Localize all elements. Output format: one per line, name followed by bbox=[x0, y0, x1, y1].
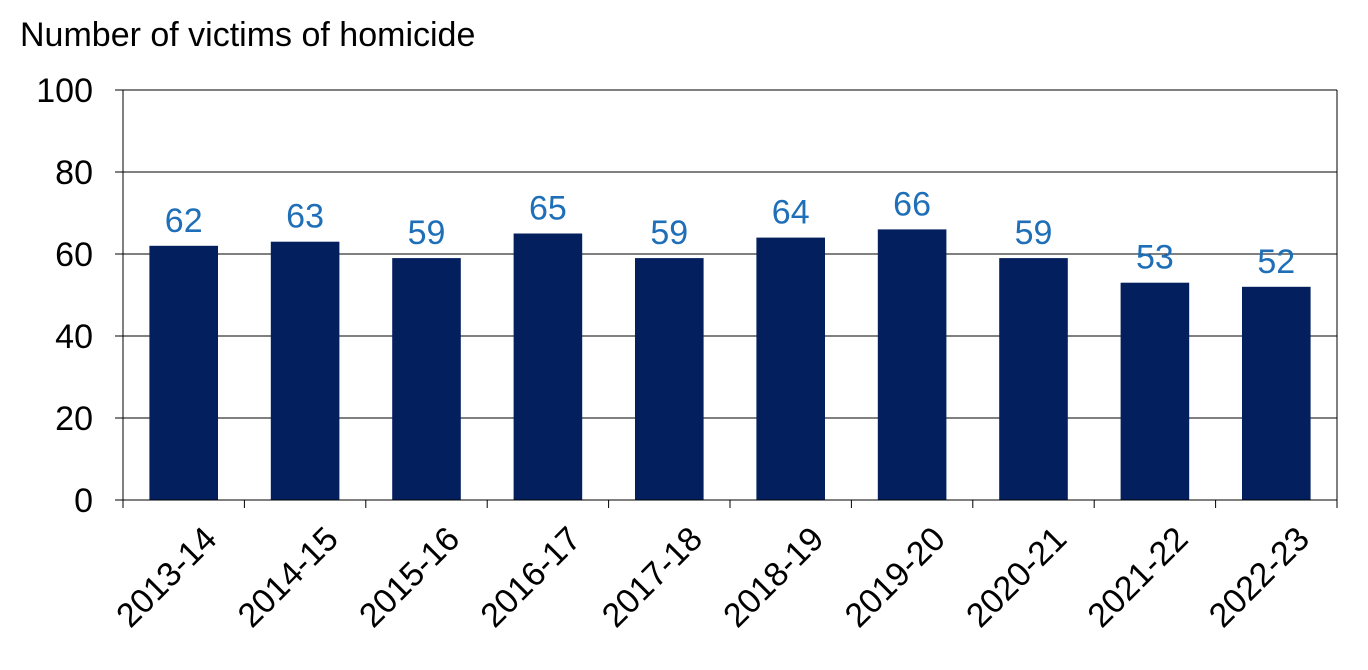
data-labels: 62 63 59 65 59 64 66 59 53 52 bbox=[165, 185, 1295, 280]
bar-2015-16 bbox=[392, 258, 461, 500]
data-label: 65 bbox=[529, 190, 567, 228]
x-tick-label: 2015-16 bbox=[352, 520, 467, 635]
data-label: 62 bbox=[165, 202, 203, 240]
bar-2020-21 bbox=[999, 258, 1068, 500]
y-axis-title: Number of victims of homicide bbox=[20, 16, 476, 54]
y-tick-label: 60 bbox=[55, 236, 93, 274]
data-label: 64 bbox=[772, 194, 810, 232]
bar-2022-23 bbox=[1242, 286, 1311, 500]
bar-2013-14 bbox=[149, 245, 218, 500]
x-axis-ticks: 2013-14 2014-15 2015-16 2016-17 2017-18 2018-… bbox=[109, 500, 1338, 635]
y-tick-label: 100 bbox=[36, 72, 93, 110]
x-tick-label: 2022-23 bbox=[1202, 520, 1317, 635]
y-axis-ticks: 0 20 40 60 80 100 bbox=[36, 72, 123, 520]
x-tick-label: 2019-20 bbox=[838, 520, 953, 635]
data-label: 59 bbox=[1015, 214, 1053, 252]
x-tick-label: 2017-18 bbox=[595, 520, 710, 635]
bar-2018-19 bbox=[756, 237, 825, 500]
bar-2021-22 bbox=[1120, 282, 1190, 500]
x-tick-label: 2014-15 bbox=[231, 520, 346, 635]
y-tick-label: 0 bbox=[74, 482, 93, 520]
bar-2017-18 bbox=[635, 258, 704, 500]
axes bbox=[122, 90, 1338, 501]
bars bbox=[149, 229, 1311, 500]
y-tick-label: 80 bbox=[55, 154, 93, 192]
y-tick-label: 40 bbox=[55, 318, 93, 356]
x-tick-label: 2021-22 bbox=[1080, 520, 1195, 635]
data-label: 66 bbox=[893, 185, 931, 223]
data-label: 53 bbox=[1136, 239, 1174, 277]
data-label: 59 bbox=[650, 214, 688, 252]
y-tick-label: 20 bbox=[55, 400, 93, 438]
bar-2019-20 bbox=[877, 229, 947, 500]
data-label: 59 bbox=[408, 214, 446, 252]
bar-2016-17 bbox=[513, 233, 583, 500]
x-tick-label: 2020-21 bbox=[959, 520, 1074, 635]
data-label: 52 bbox=[1257, 243, 1295, 281]
bar-2014-15 bbox=[270, 241, 340, 500]
x-tick-label: 2018-19 bbox=[716, 520, 831, 635]
x-tick-label: 2013-14 bbox=[109, 520, 224, 635]
x-tick-label: 2016-17 bbox=[473, 520, 588, 635]
data-label: 63 bbox=[286, 198, 324, 236]
